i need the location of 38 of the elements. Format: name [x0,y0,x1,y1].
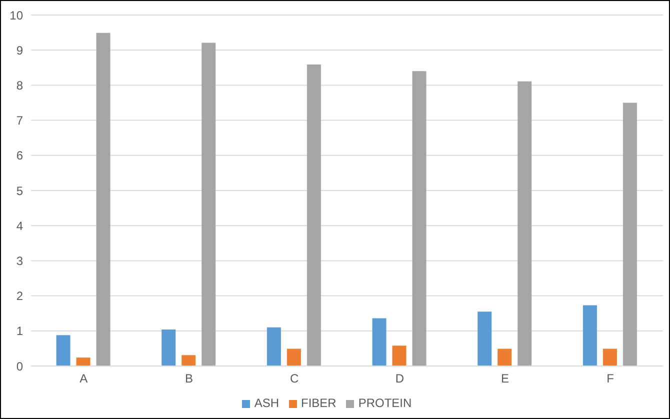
bar [498,348,512,366]
bar [372,318,386,366]
y-tick-label: 5 [16,184,24,198]
x-tick-label: A [80,372,88,386]
x-tick-label: B [184,372,194,386]
y-tick-label: 4 [16,218,24,233]
bar [182,355,196,366]
bar [202,42,216,366]
y-tick-label: 0 [16,359,24,374]
bar [162,329,176,366]
legend-label: FIBER [301,396,336,410]
legend-label: ASH [254,396,279,410]
x-tick-label: F [606,372,614,386]
bar [622,102,637,366]
y-tick-label: 1 [16,324,24,338]
y-tick-label: 10 [10,8,24,22]
bar [518,81,532,366]
y-tick-label: 2 [16,289,24,304]
y-tick-label: 3 [16,254,24,268]
x-tick-label: D [395,372,404,386]
bar [76,358,90,366]
bar [56,335,70,366]
bar [306,64,321,366]
y-tick-label: 9 [16,43,24,58]
bar [478,312,492,366]
y-tick-label: 7 [16,114,24,128]
bar [286,348,301,366]
y-tick-label: 6 [16,148,24,163]
y-tick-label: 8 [16,78,24,92]
legend-label: PROTEIN [358,396,412,410]
bar [582,305,597,366]
bar [96,32,110,366]
x-tick-label: E [500,372,510,386]
bar [266,327,281,366]
bar [412,71,426,366]
bar [392,346,406,366]
bar [602,348,617,366]
x-tick-label: C [290,372,299,386]
